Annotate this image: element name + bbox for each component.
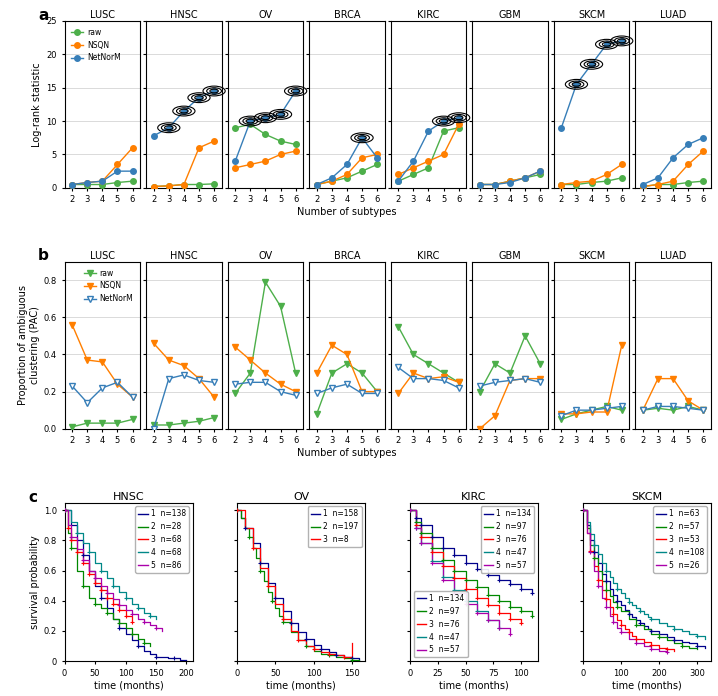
Legend: 1  n=63, 2  n=57, 3  n=53, 4  n=108, 5  n=26: 1 n=63, 2 n=57, 3 n=53, 4 n=108, 5 n=26 — [653, 507, 707, 573]
X-axis label: Number of subtypes: Number of subtypes — [297, 448, 397, 458]
X-axis label: time (months): time (months) — [266, 681, 336, 690]
Title: KIRC: KIRC — [417, 10, 439, 20]
X-axis label: time (months): time (months) — [94, 681, 164, 690]
Legend: 1  n=138, 2  n=28, 3  n=68, 4  n=68, 5  n=86: 1 n=138, 2 n=28, 3 n=68, 4 n=68, 5 n=86 — [135, 507, 189, 573]
X-axis label: time (months): time (months) — [612, 681, 681, 690]
Title: LUSC: LUSC — [90, 10, 115, 20]
Y-axis label: Proportion of ambiguous
clustering (PAC): Proportion of ambiguous clustering (PAC) — [18, 285, 39, 405]
Legend: raw, NSQN, NetNorM: raw, NSQN, NetNorM — [68, 24, 123, 65]
Title: SKCM: SKCM — [578, 10, 605, 20]
Y-axis label: Log-rank statistic: Log-rank statistic — [32, 62, 42, 147]
Title: LUSC: LUSC — [90, 251, 115, 261]
Title: LUAD: LUAD — [660, 251, 686, 261]
Legend: raw, NSQN, NetNorM: raw, NSQN, NetNorM — [81, 266, 136, 306]
Title: HNSC: HNSC — [170, 10, 197, 20]
X-axis label: time (months): time (months) — [439, 681, 509, 690]
Title: HNSC: HNSC — [170, 251, 197, 261]
Title: SKCM: SKCM — [631, 492, 663, 502]
Title: OV: OV — [258, 10, 273, 20]
Legend: 1  n=134, 2  n=97, 3  n=76, 4  n=47, 5  n=57: 1 n=134, 2 n=97, 3 n=76, 4 n=47, 5 n=57 — [480, 507, 534, 573]
Title: BRCA: BRCA — [334, 251, 360, 261]
Title: BRCA: BRCA — [334, 10, 360, 20]
X-axis label: Number of subtypes: Number of subtypes — [297, 207, 397, 217]
Y-axis label: survival probability: survival probability — [29, 535, 39, 628]
Text: a: a — [38, 8, 49, 22]
Legend: 1  n=158, 2  n=197, 3  n=8: 1 n=158, 2 n=197, 3 n=8 — [308, 507, 361, 547]
Title: OV: OV — [258, 251, 273, 261]
Text: b: b — [38, 248, 49, 263]
Title: SKCM: SKCM — [578, 251, 605, 261]
Title: KIRC: KIRC — [462, 492, 487, 502]
Title: KIRC: KIRC — [417, 251, 439, 261]
Title: HNSC: HNSC — [113, 492, 144, 502]
Title: GBM: GBM — [498, 251, 521, 261]
Title: LUAD: LUAD — [660, 10, 686, 20]
Title: OV: OV — [293, 492, 309, 502]
Text: c: c — [29, 490, 38, 505]
Title: GBM: GBM — [498, 10, 521, 20]
